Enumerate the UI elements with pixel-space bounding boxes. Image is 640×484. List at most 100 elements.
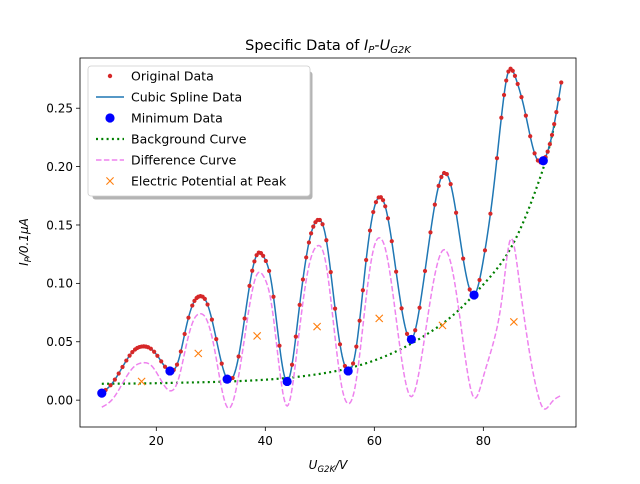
- y-tick-label: 0.25: [46, 102, 73, 116]
- original-data-point: [250, 268, 255, 273]
- title-text: Specific Data of: [245, 38, 364, 54]
- original-data-point: [422, 268, 428, 274]
- legend-box: [87, 65, 311, 197]
- original-data-point: [192, 298, 197, 303]
- original-data-point: [499, 115, 504, 120]
- original-data-point: [413, 328, 418, 333]
- original-data-point: [383, 204, 388, 209]
- original-data-point: [337, 342, 343, 347]
- minimum-data-point: [343, 366, 353, 376]
- original-data-point: [399, 306, 404, 311]
- x-tick-label: 20: [149, 434, 164, 448]
- original-data-point: [311, 224, 316, 229]
- original-data-point: [528, 134, 533, 139]
- original-data-point: [523, 113, 528, 118]
- y-tick-label: 0.15: [46, 218, 73, 232]
- peak-marker: [509, 317, 518, 326]
- peak-markers-group: [137, 314, 518, 386]
- peak-marker: [375, 314, 384, 323]
- original-data-point: [504, 78, 509, 83]
- original-data-point: [512, 73, 518, 78]
- original-data-point: [209, 317, 214, 322]
- y-axis-label-var: I: [17, 262, 31, 266]
- original-data-point: [547, 142, 552, 147]
- peak-marker: [194, 349, 203, 358]
- original-data-point: [182, 331, 187, 337]
- original-data-point: [432, 202, 437, 207]
- original-data-point: [304, 255, 309, 260]
- original-data-point: [545, 149, 550, 154]
- title-dash: -: [374, 38, 379, 54]
- legend-label: Original Data: [131, 68, 214, 83]
- original-data-point: [515, 81, 520, 87]
- minimum-data-point: [469, 290, 479, 300]
- x-axis-label-var: U: [309, 458, 318, 472]
- title-var-i: I: [364, 38, 368, 54]
- x-axis-label: UG2K/V: [309, 458, 348, 475]
- original-data-point: [252, 259, 257, 264]
- x-axis-label-sub: G2K: [317, 465, 336, 475]
- original-data-point: [380, 198, 386, 203]
- original-data-point: [453, 210, 459, 215]
- original-data-point: [417, 305, 422, 310]
- minimum-data-point: [538, 156, 548, 166]
- y-tick-label: 0.10: [46, 277, 73, 291]
- title-var-u-sub: G2K: [390, 45, 412, 56]
- original-data-point: [205, 302, 210, 307]
- original-data-point: [130, 350, 135, 355]
- original-data-point: [297, 302, 302, 308]
- original-data-point: [289, 362, 295, 367]
- original-data-point: [261, 253, 266, 258]
- original-data-point: [439, 174, 444, 180]
- chart-title: Specific Data of IP-UG2K: [245, 38, 412, 56]
- original-data-point: [186, 315, 191, 320]
- original-data-point: [116, 371, 121, 376]
- x-tick-label: 40: [258, 434, 273, 448]
- minimum-data-point: [282, 376, 292, 387]
- original-data-point: [152, 349, 157, 354]
- original-data-point: [404, 331, 410, 337]
- x-axis-ticks: 20 40 60 80: [149, 427, 491, 448]
- original-data-point: [559, 80, 564, 85]
- original-data-point: [360, 288, 365, 293]
- legend-label: Cubic Spline Data: [131, 89, 242, 104]
- legend-label: Difference Curve: [131, 152, 237, 167]
- original-data-point: [306, 240, 312, 245]
- original-data-point: [108, 383, 113, 388]
- legend-label: Minimum Data: [131, 110, 223, 125]
- original-data-point: [394, 269, 399, 274]
- original-data-point: [519, 95, 524, 100]
- original-data-point: [293, 334, 298, 339]
- original-data-point: [124, 358, 129, 363]
- legend-swatch-dot: [107, 73, 113, 79]
- original-data-point: [328, 269, 333, 275]
- original-data-point: [510, 68, 515, 73]
- peak-marker: [253, 331, 262, 340]
- legend-swatch-x: [106, 177, 114, 185]
- original-data-point: [332, 306, 338, 311]
- original-data-point: [444, 172, 449, 177]
- original-data-point: [271, 294, 276, 299]
- legend-item: Background Curve: [96, 131, 247, 146]
- original-data-point: [263, 258, 268, 264]
- original-data-point: [501, 92, 507, 98]
- original-data-point: [320, 222, 325, 227]
- peak-marker: [313, 322, 322, 331]
- original-data-point: [554, 110, 559, 115]
- original-data-point: [214, 337, 219, 342]
- original-data-point: [112, 377, 117, 382]
- original-data-point: [477, 277, 482, 283]
- original-data-point: [549, 132, 555, 138]
- original-data-point: [461, 256, 466, 261]
- x-tick-label: 80: [476, 434, 491, 448]
- original-data-point: [354, 344, 359, 349]
- original-data-point: [267, 268, 272, 274]
- original-data-point: [532, 151, 537, 156]
- title-var-u: U: [380, 38, 391, 54]
- original-data-point: [155, 353, 160, 358]
- y-axis-label-unit: /0.1μA: [17, 218, 31, 258]
- peak-marker: [438, 321, 447, 330]
- original-data-point: [317, 217, 322, 223]
- original-data-point: [389, 239, 394, 244]
